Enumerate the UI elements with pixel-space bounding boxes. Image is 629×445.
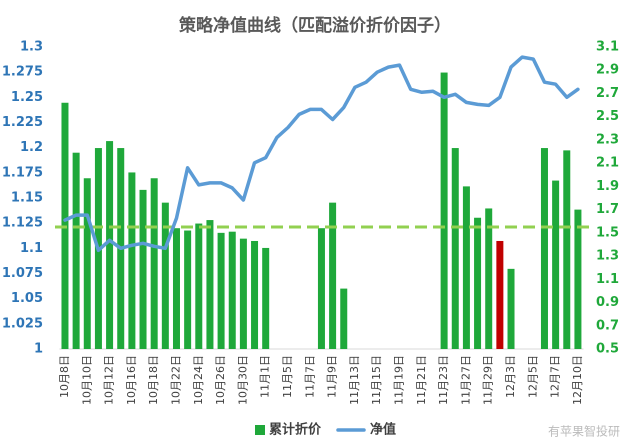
y2-tick-label: 1.5: [596, 225, 619, 240]
y2-tick-label: 2.5: [596, 109, 619, 124]
bar: [150, 178, 158, 349]
legend-swatch: [255, 425, 265, 435]
x-tick-label: 11月15日: [370, 355, 383, 405]
y2-tick-label: 1.1: [596, 272, 619, 287]
bar: [440, 72, 448, 350]
bar: [106, 141, 114, 349]
bar: [451, 148, 459, 349]
y2-tick-label: 2.7: [596, 86, 619, 101]
watermark: 有苹果智投研: [548, 424, 620, 439]
y-tick-label: 1.25: [11, 90, 43, 105]
y2-tick-label: 1.3: [596, 249, 619, 264]
y2-tick-label: 1.7: [596, 202, 619, 217]
bar: [172, 228, 180, 349]
bar: [462, 186, 470, 349]
y2-tick-label: 2.3: [596, 132, 619, 147]
bar: [563, 150, 571, 349]
y-tick-label: 1.175: [2, 165, 43, 180]
y-tick-label: 1.2: [20, 140, 43, 155]
x-tick-label: 10月22日: [169, 355, 182, 405]
x-tick-label: 10月8日: [58, 355, 71, 398]
x-tick-label: 11月19日: [393, 355, 406, 405]
x-tick-label: 11月29日: [482, 355, 495, 405]
y-tick-label: 1.3: [20, 40, 43, 55]
x-tick-label: 12月10日: [571, 355, 584, 405]
x-tick-label: 11月21日: [415, 355, 428, 405]
x-tick-label: 10月30日: [236, 355, 249, 405]
bar: [228, 231, 236, 349]
x-tick-label: 12月5日: [526, 355, 539, 398]
bar: [206, 220, 214, 349]
x-tick-label: 10月24日: [192, 355, 205, 405]
y-tick-label: 1: [34, 342, 43, 357]
bar: [161, 202, 169, 349]
bar: [540, 148, 548, 349]
x-tick-label: 11月23日: [437, 355, 450, 405]
line: [63, 55, 580, 253]
y2-tick-label: 2.9: [596, 63, 619, 78]
legend-label: 净值: [370, 422, 396, 438]
y-tick-label: 1.1: [20, 241, 43, 256]
x-tick-label: 11月5日: [281, 355, 294, 398]
bar: [262, 247, 270, 349]
bar: [72, 152, 80, 349]
y-tick-label: 1.275: [2, 65, 43, 80]
bar: [317, 228, 325, 349]
bar: [329, 202, 337, 349]
x-tick-label: 12月3日: [504, 355, 517, 398]
x-tick-label: 11月27日: [459, 355, 472, 405]
y-tick-label: 1.075: [2, 266, 43, 281]
y-tick-label: 1.15: [11, 191, 43, 206]
bar: [217, 232, 225, 349]
x-tick-label: 12月7日: [549, 355, 562, 398]
bar: [574, 209, 582, 349]
y2-tick-label: 0.9: [596, 295, 619, 310]
bar: [474, 217, 482, 349]
x-tick-label: 10月10日: [80, 355, 93, 405]
bar: [195, 223, 203, 349]
y2-tick-label: 0.7: [596, 318, 619, 333]
y-tick-label: 1.05: [11, 291, 43, 306]
bar: [552, 180, 560, 349]
bar: [485, 208, 493, 349]
x-tick-label: 10月18日: [147, 355, 160, 405]
bar: [340, 288, 348, 349]
y-tick-label: 1.025: [2, 316, 43, 331]
x-tick-label: 11月1日: [259, 355, 272, 398]
x-tick-label: 10月26日: [214, 355, 227, 405]
bar: [496, 240, 504, 349]
y2-tick-label: 3.1: [596, 40, 619, 55]
y2-tick-label: 1.9: [596, 179, 619, 194]
y2-tick-label: 0.5: [596, 342, 619, 357]
bar: [251, 240, 259, 349]
bar: [184, 230, 192, 349]
x-tick-label: 10月12日: [103, 355, 116, 405]
bar: [128, 172, 136, 349]
x-tick-label: 11月13日: [348, 355, 361, 405]
y-tick-label: 1.225: [2, 115, 43, 130]
bar: [239, 238, 247, 349]
y2-tick-label: 2.1: [596, 156, 619, 171]
bar: [139, 189, 147, 349]
x-tick-label: 11月9日: [326, 355, 339, 398]
y-tick-label: 1.125: [2, 216, 43, 231]
x-tick-label: 11月7日: [303, 355, 316, 398]
bar: [507, 268, 515, 349]
x-tick-label: 10月16日: [125, 355, 138, 405]
legend-label: 累计折价: [269, 422, 322, 438]
bar: [83, 178, 91, 349]
chart-title: 策略净值曲线（匹配溢价折价因子）: [179, 15, 451, 36]
